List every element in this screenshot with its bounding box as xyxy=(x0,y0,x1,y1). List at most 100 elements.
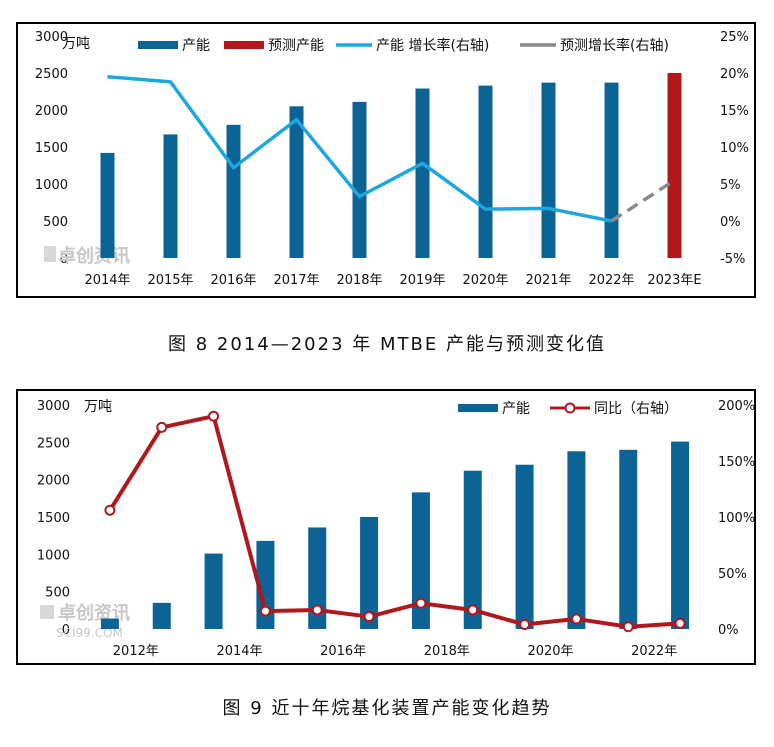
bar-2016年 xyxy=(308,527,327,629)
x-tick-label: 2020年 xyxy=(462,273,508,288)
y-tick-label: 1000 xyxy=(35,178,68,193)
yoy-point xyxy=(622,621,634,633)
bar-2015 xyxy=(256,540,275,629)
x-tick-label: 2012年 xyxy=(113,644,159,659)
x-tick-label: 2020年 xyxy=(527,644,573,659)
y-tick-label: 500 xyxy=(45,586,70,601)
y2-tick-label: 100% xyxy=(718,511,754,526)
x-tick-label: 2015年 xyxy=(147,273,193,288)
bar-2020年 xyxy=(515,464,534,629)
legend-marker xyxy=(564,402,576,414)
bar-2021年 xyxy=(541,82,556,258)
x-tick-label: 2014年 xyxy=(216,644,262,659)
legend-swatch xyxy=(458,404,498,412)
y-tick-label: 2500 xyxy=(35,67,68,82)
bar-2018年 xyxy=(352,101,367,258)
yoy-point xyxy=(104,504,116,516)
bar-2014年 xyxy=(100,152,115,258)
bar-2020年 xyxy=(478,85,493,258)
y2-tick-label: 10% xyxy=(720,141,749,156)
yoy-point xyxy=(570,613,582,625)
y2-tick-label: 5% xyxy=(720,178,741,193)
y-tick-label: 2000 xyxy=(37,474,70,489)
yoy-point xyxy=(674,617,686,629)
y2-tick-label: 25% xyxy=(720,30,749,45)
bar-2012年 xyxy=(100,618,119,629)
yoy-point xyxy=(363,611,375,623)
x-tick-label: 2018年 xyxy=(336,273,382,288)
bar-2018年 xyxy=(411,492,430,629)
legend-label: 预测增长率(右轴) xyxy=(560,37,669,54)
y2-tick-label: 50% xyxy=(718,567,747,582)
bar-2023 xyxy=(671,441,690,629)
y2-tick-label: 150% xyxy=(718,455,754,470)
y2-tick-label: 20% xyxy=(720,67,749,82)
bar-2013 xyxy=(152,602,171,629)
bar-2017年 xyxy=(289,106,304,258)
y-tick-label: 0 xyxy=(60,252,68,267)
growth-rate-line xyxy=(107,74,612,223)
y2-tick-label: 0% xyxy=(718,623,739,638)
x-tick-label: 2022年 xyxy=(631,644,677,659)
y-tick-label: 500 xyxy=(43,215,68,230)
bar-2021 xyxy=(567,451,586,629)
y2-tick-label: 200% xyxy=(718,399,754,414)
forecast-growth-line xyxy=(610,178,676,223)
chart-panel-mtbe: 0 500 1000 1500 2000 2500 3000 -5% 0% 5% 10% 15% 20%… xyxy=(16,22,756,298)
y-tick-label: 2500 xyxy=(37,436,70,451)
y2-tick-label: -5% xyxy=(720,252,745,267)
legend-label: 产能 增长率(右轴) xyxy=(376,37,489,54)
legend-label: 同比（右轴） xyxy=(594,401,678,417)
legend-swatch xyxy=(138,41,178,49)
yoy-point xyxy=(156,421,168,433)
bar-2022年 xyxy=(604,82,619,258)
yoy-point xyxy=(415,597,427,609)
bar-2022年 xyxy=(619,449,638,629)
legend-swatch xyxy=(224,41,264,49)
watermark-text: 卓创资讯 xyxy=(58,602,130,624)
x-tick-label: 2016年 xyxy=(210,273,256,288)
yoy-point xyxy=(208,410,220,422)
x-tick-label: 2022年 xyxy=(588,273,634,288)
bar-2023年E xyxy=(667,73,682,258)
watermark-logo xyxy=(44,246,56,262)
x-tick-label: 2023年E xyxy=(647,273,701,288)
y-tick-label: 1500 xyxy=(35,141,68,156)
yoy-point xyxy=(311,604,323,616)
legend-label: 产能 xyxy=(502,401,530,417)
x-tick-label: 2021年 xyxy=(525,273,571,288)
yoy-point xyxy=(259,605,271,617)
x-tick-label: 2018年 xyxy=(424,644,470,659)
bar-2017 xyxy=(360,517,379,629)
legend-label: 产能 xyxy=(182,38,210,54)
yoy-point xyxy=(519,619,531,631)
figure-9-caption: 图 9 近十年烷基化装置产能变化趋势 xyxy=(222,698,552,719)
mtbe-capacity-chart: 0 500 1000 1500 2000 2500 3000 -5% 0% 5% 10% 15% 20%… xyxy=(35,30,749,288)
figure-8-caption: 图 8 2014—2023 年 MTBE 产能与预测变化值 xyxy=(168,334,606,355)
watermark-text: 卓创资讯 xyxy=(58,245,130,267)
yoy-line xyxy=(108,414,681,629)
legend-label: 预测产能 xyxy=(268,38,324,54)
bar-2019 xyxy=(463,470,482,629)
x-tick-label: 2019年 xyxy=(399,273,445,288)
x-tick-label: 2017年 xyxy=(273,273,319,288)
y-unit-label: 万吨 xyxy=(62,36,90,52)
y-tick-label: 1500 xyxy=(37,511,70,526)
y-tick-label: 3000 xyxy=(37,399,70,414)
bar-2014年 xyxy=(204,553,223,629)
y-tick-label: 0 xyxy=(62,623,70,638)
alkylation-capacity-chart: 0 500 1000 1500 2000 2500 3000 0% 50% 100% 150% 200… xyxy=(37,399,754,659)
y-tick-label: 1000 xyxy=(37,548,70,563)
x-tick-label: 2014年 xyxy=(84,273,130,288)
y-tick-label: 3000 xyxy=(35,30,68,45)
yoy-point xyxy=(467,604,479,616)
y2-tick-label: 15% xyxy=(720,104,749,119)
watermark-logo xyxy=(40,605,54,619)
watermark-url: SCI99.COM xyxy=(56,626,123,640)
chart-panel-alkylation: 0 500 1000 1500 2000 2500 3000 0% 50% 100% 150% 200… xyxy=(16,389,756,665)
y-unit-label: 万吨 xyxy=(84,399,112,415)
bar-2016年 xyxy=(226,124,241,258)
bar-2019年 xyxy=(415,88,430,258)
y2-tick-label: 0% xyxy=(720,215,741,230)
x-tick-label: 2016年 xyxy=(320,644,366,659)
